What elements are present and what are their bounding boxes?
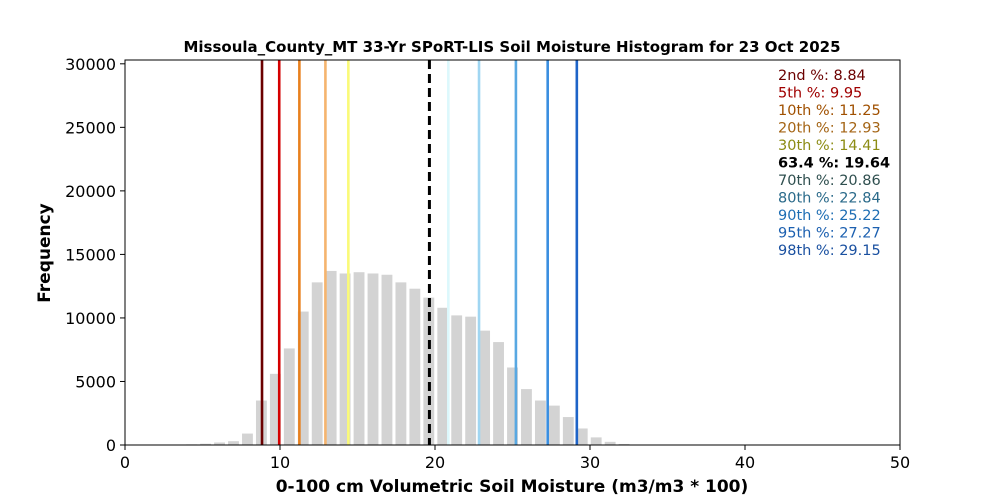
x-tick-label: 20 — [425, 453, 445, 472]
y-tick-label: 25000 — [65, 118, 116, 137]
x-tick-label: 40 — [735, 453, 755, 472]
legend-entry: 10th %: 11.25 — [778, 103, 881, 119]
y-tick-label: 10000 — [65, 309, 116, 328]
percentile-lines — [260, 60, 579, 445]
histogram-bar — [590, 437, 602, 445]
y-tick-label: 20000 — [65, 182, 116, 201]
histogram-bar — [395, 282, 407, 445]
x-tick-label: 0 — [120, 453, 130, 472]
histogram-bar — [269, 373, 281, 445]
chart-title: Missoula_County_MT 33-Yr SPoRT-LIS Soil … — [183, 38, 840, 56]
histogram-bar — [214, 442, 225, 445]
x-axis-label: 0-100 cm Volumetric Soil Moisture (m3/m3… — [276, 477, 749, 497]
histogram-bar — [437, 307, 449, 445]
histogram-bar — [576, 428, 588, 445]
legend-entry: 63.4 %: 19.64 — [778, 156, 890, 172]
plot-frame — [124, 59, 901, 446]
x-tick-label: 10 — [270, 453, 290, 472]
histogram-bar — [493, 342, 504, 445]
legend-entry: 2nd %: 8.84 — [778, 68, 866, 84]
histogram-bar — [242, 433, 253, 445]
histogram-bar — [521, 389, 532, 445]
histogram-bar — [534, 400, 546, 445]
histogram-bar — [465, 316, 477, 445]
x-tick-label: 30 — [580, 453, 600, 472]
histogram-bar — [367, 273, 379, 445]
histogram-bar — [297, 311, 309, 445]
legend-entry: 30th %: 14.41 — [778, 138, 881, 154]
legend-entry: 20th %: 12.93 — [778, 121, 881, 137]
y-tick-label: 5000 — [75, 372, 116, 391]
histogram-bar — [228, 441, 239, 445]
histogram-bar — [548, 405, 560, 445]
legend-entry: 5th %: 9.95 — [778, 86, 862, 102]
y-tick-label: 30000 — [65, 55, 116, 74]
histogram-bar — [339, 273, 351, 445]
y-axis-ticks: 0 5000 10000 15000 20000 25000 30000 — [65, 55, 125, 455]
histogram-bar — [283, 348, 295, 445]
y-tick-label: 15000 — [65, 245, 116, 264]
histogram-bar — [311, 282, 323, 445]
y-axis-label: Frequency — [35, 203, 55, 303]
histogram-bar — [604, 441, 616, 445]
histogram-bar — [353, 272, 365, 445]
histogram-bar — [451, 315, 463, 445]
legend-entry: 80th %: 22.84 — [778, 191, 881, 207]
histogram-bar — [381, 274, 393, 445]
legend-entry: 95th %: 27.27 — [778, 226, 881, 242]
histogram-bar — [200, 443, 212, 445]
legend-entry: 90th %: 25.22 — [778, 208, 881, 224]
x-tick-label: 50 — [890, 453, 910, 472]
histogram-bar — [562, 417, 574, 445]
histogram-bar — [618, 443, 630, 445]
histogram-bar — [325, 270, 337, 445]
x-axis-ticks: 0 10 20 30 40 50 — [120, 445, 910, 472]
y-tick-label: 0 — [106, 436, 116, 455]
legend-entry: 70th %: 20.86 — [778, 173, 881, 189]
histogram-bar — [479, 330, 491, 445]
histogram-bars — [186, 270, 644, 445]
histogram-bar — [507, 367, 518, 445]
legend-entry: 98th %: 29.15 — [778, 243, 881, 259]
histogram-bar — [409, 288, 421, 445]
